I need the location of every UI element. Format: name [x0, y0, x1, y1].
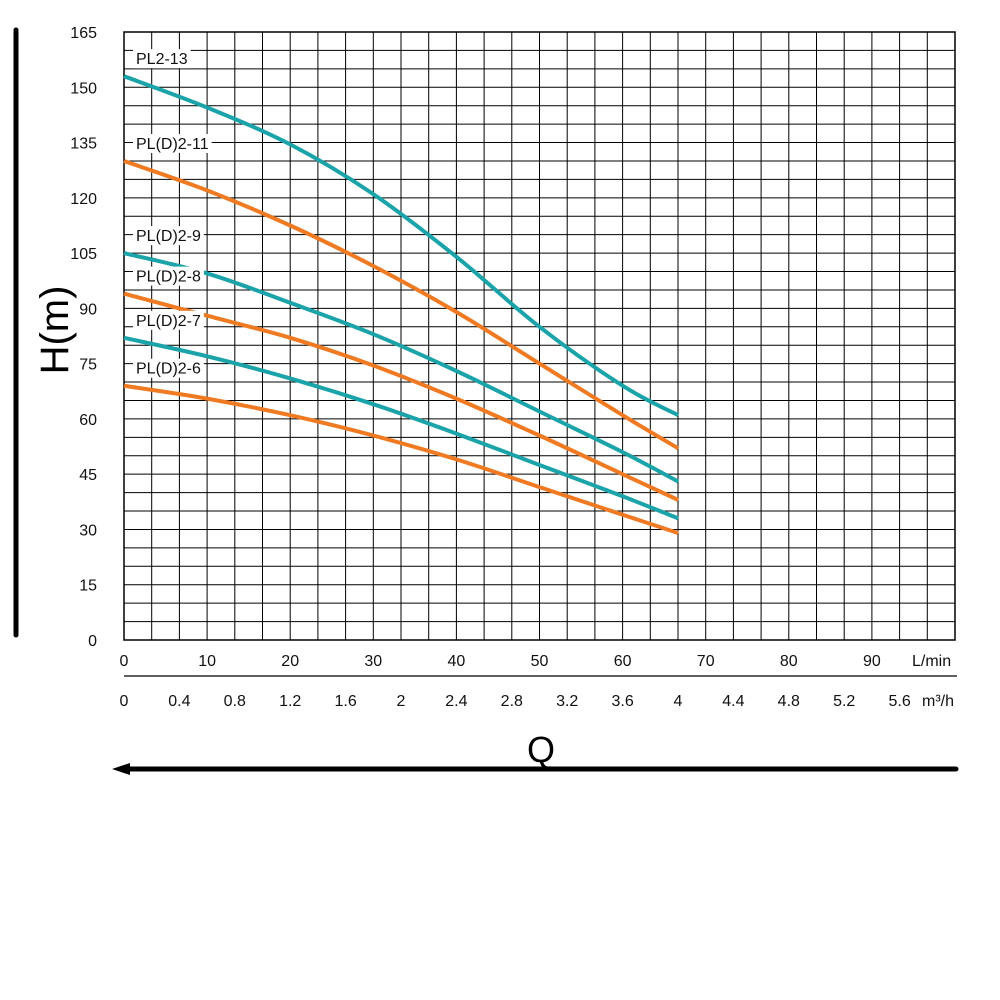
x-tick-label-lmin: 60: [614, 653, 632, 670]
plot-border: [123, 31, 956, 641]
grid-major: [123, 31, 956, 641]
x-unit-primary: L/min: [912, 653, 951, 670]
x-tick-label-m3h: 4.4: [722, 693, 744, 710]
x-tick-label-m3h: 2: [397, 693, 406, 710]
series-line-pl2-13: [123, 74, 680, 417]
x-tick-label-m3h: 4: [674, 693, 683, 710]
x-tick-label-lmin: 80: [780, 653, 798, 670]
x-tick-label-m3h: 5.6: [888, 693, 910, 710]
x-tick-label-m3h: 1.2: [279, 693, 301, 710]
x-tick-label-lmin: 90: [863, 653, 881, 670]
series-line-pl-d-2-7: [123, 335, 680, 521]
x-tick-label-m3h: 4.8: [778, 693, 800, 710]
y-tick-label: 30: [79, 522, 97, 539]
series-line-pl-d-2-6: [123, 383, 679, 536]
y-tick-label: 45: [79, 467, 97, 484]
x-tick-label-lmin: 50: [531, 653, 549, 670]
series-labels: PL2-13 PL(D)2-11 PL(D)2-9 PL(D)2-8 PL(D)2-7 P…: [133, 49, 212, 378]
x-axis-title: Q: [527, 729, 555, 770]
series-line-pl-d-2-11: [123, 159, 680, 451]
series-label-pl-d-2-7: PL(D)2-7: [136, 313, 201, 330]
y-tick-label: 105: [70, 246, 97, 263]
series-label-pl-d-2-6: PL(D)2-6: [136, 361, 201, 378]
x-tick-label-m3h: 0.8: [224, 693, 246, 710]
series-label-bg: [133, 133, 212, 153]
y-tick-labels: 0 15 30 45 60 75 90 105 120 135 150 165: [70, 25, 97, 650]
x-tick-label-m3h: 0.4: [168, 693, 190, 710]
y-tick-label: 0: [88, 633, 97, 650]
x-tick-labels-m3h: 0 0.4 0.8 1.2 1.6 2 2.4 2.8 3.2 3.6 4 4.4 4.8 5.2 5.6: [120, 693, 911, 710]
x-axis-arrow: [112, 763, 130, 775]
x-tick-label-lmin: 20: [281, 653, 299, 670]
x-tick-label-lmin: 70: [697, 653, 715, 670]
x-tick-label-m3h: 2.8: [501, 693, 523, 710]
series-line-pl-d-2-8: [123, 291, 680, 502]
y-tick-label: 150: [70, 80, 97, 97]
series-label-bg: [133, 226, 204, 246]
x-tick-label-lmin: 30: [364, 653, 382, 670]
x-tick-label-m3h: 3.6: [611, 693, 633, 710]
grid-minor: [123, 31, 956, 641]
x-unit-secondary: m³/h: [922, 693, 954, 710]
y-tick-label: 165: [70, 25, 97, 42]
series-label-bg: [133, 266, 204, 286]
series-label-bg: [133, 49, 191, 69]
series-label-pl-d-2-11: PL(D)2-11: [136, 136, 209, 153]
x-tick-label-lmin: 0: [120, 653, 129, 670]
series-label-pl-d-2-8: PL(D)2-8: [136, 269, 201, 286]
series-lines: [123, 74, 680, 536]
y-axis-title: H(m): [33, 286, 77, 375]
series-label-bg: [133, 358, 204, 378]
series-line-pl-d-2-9: [123, 251, 680, 484]
series-label-bg: [133, 310, 204, 330]
x-tick-label-lmin: 10: [198, 653, 216, 670]
x-tick-label-m3h: 2.4: [445, 693, 467, 710]
x-tick-label-m3h: 3.2: [556, 693, 578, 710]
y-tick-label: 120: [70, 191, 97, 208]
x-tick-label-lmin: 40: [448, 653, 466, 670]
y-tick-label: 15: [79, 578, 97, 595]
x-tick-label-m3h: 0: [120, 693, 129, 710]
y-tick-label: 75: [79, 357, 97, 374]
series-label-pl2-13: PL2-13: [136, 51, 188, 68]
x-tick-label-m3h: 5.2: [833, 693, 855, 710]
y-tick-label: 90: [79, 301, 97, 318]
series-label-pl-d-2-9: PL(D)2-9: [136, 228, 201, 245]
y-tick-label: 135: [70, 136, 97, 153]
x-tick-label-m3h: 1.6: [334, 693, 356, 710]
x-tick-labels-lmin: 0 10 20 30 40 50 60 70 80 90: [120, 653, 881, 670]
y-tick-label: 60: [79, 412, 97, 429]
